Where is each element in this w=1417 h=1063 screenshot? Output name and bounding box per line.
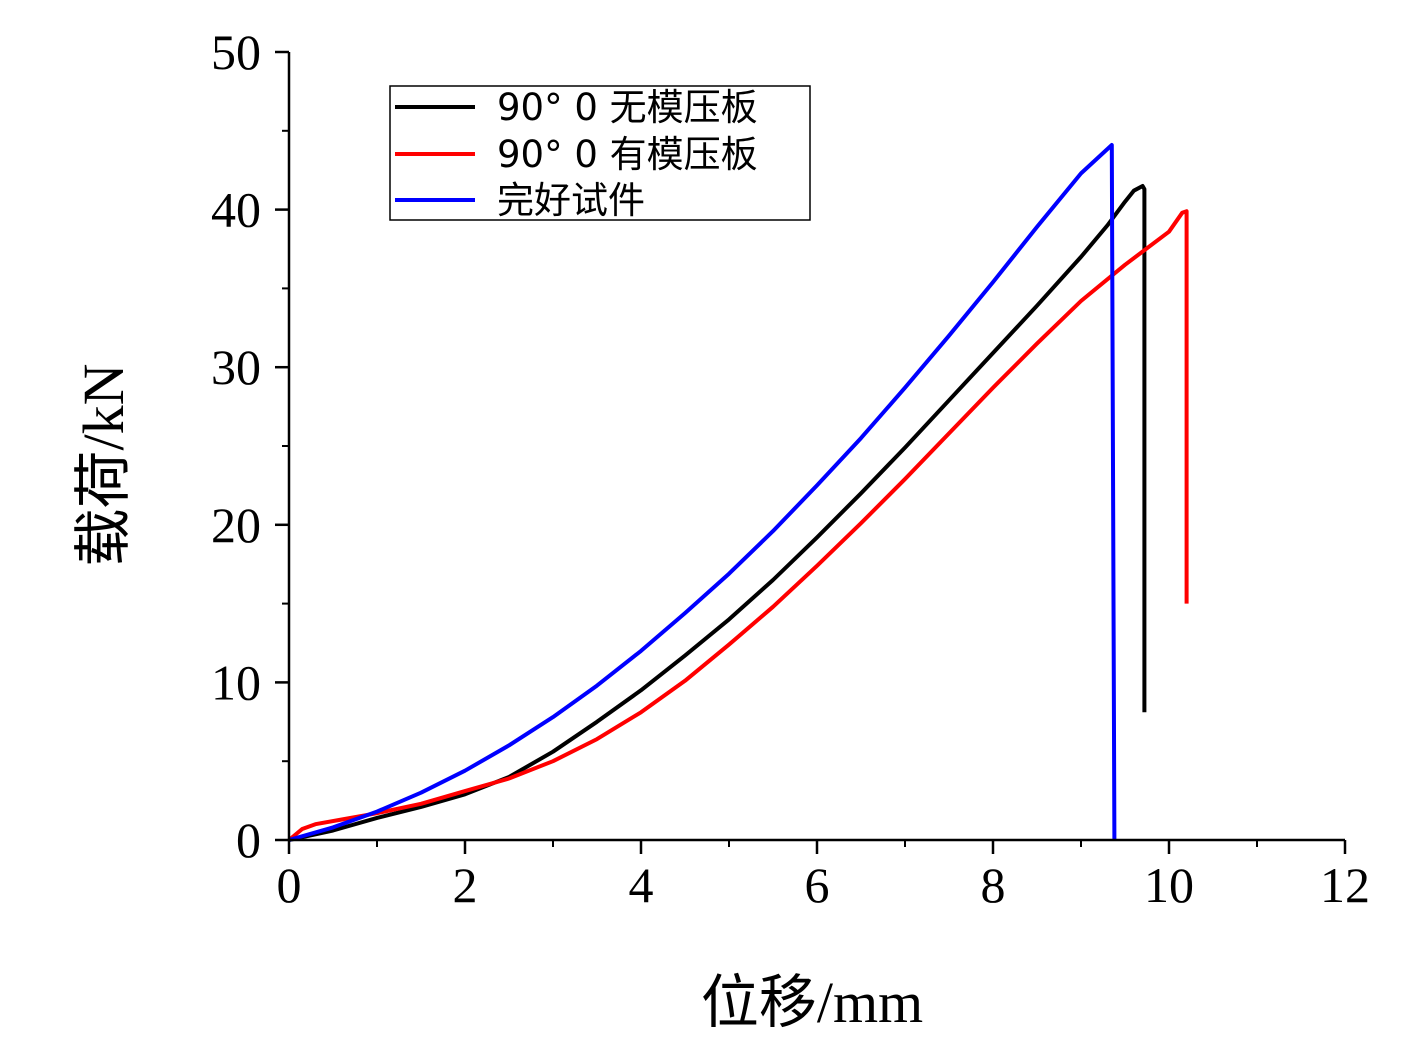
series-line-with-pressplate (287, 209, 1189, 842)
plot-area (287, 143, 1189, 842)
legend-label-intact-specimen: 完好试件 (497, 179, 645, 222)
y-tick-label: 0 (236, 812, 261, 868)
y-tick-label: 10 (211, 654, 261, 710)
legend-label-with-pressplate: 90° 0 有模压板 (497, 133, 758, 176)
x-tick-label: 2 (453, 857, 478, 913)
x-tick-label: 8 (981, 857, 1006, 913)
y-tick-label: 40 (211, 182, 261, 238)
series-line-intact-specimen (288, 143, 1117, 842)
x-tick-label: 0 (277, 857, 302, 913)
x-tick-label: 10 (1144, 857, 1194, 913)
y-tick-label: 50 (211, 24, 261, 80)
y-axis-title: 载荷/kN (71, 363, 136, 566)
legend: 90° 0 无模压板 90° 0 有模压板 完好试件 (389, 85, 811, 222)
x-axis-title: 位移/mm (701, 970, 923, 1035)
legend-label-no-pressplate: 90° 0 无模压板 (497, 86, 758, 129)
y-tick-label: 30 (211, 339, 261, 395)
series-line-no-pressplate (288, 184, 1147, 842)
axes: 0 2 4 6 8 10 12 0 10 20 30 40 50 (211, 24, 1370, 913)
x-tick-label: 4 (629, 857, 654, 913)
y-tick-label: 20 (211, 497, 261, 553)
x-tick-label: 12 (1320, 857, 1370, 913)
x-tick-label: 6 (805, 857, 830, 913)
